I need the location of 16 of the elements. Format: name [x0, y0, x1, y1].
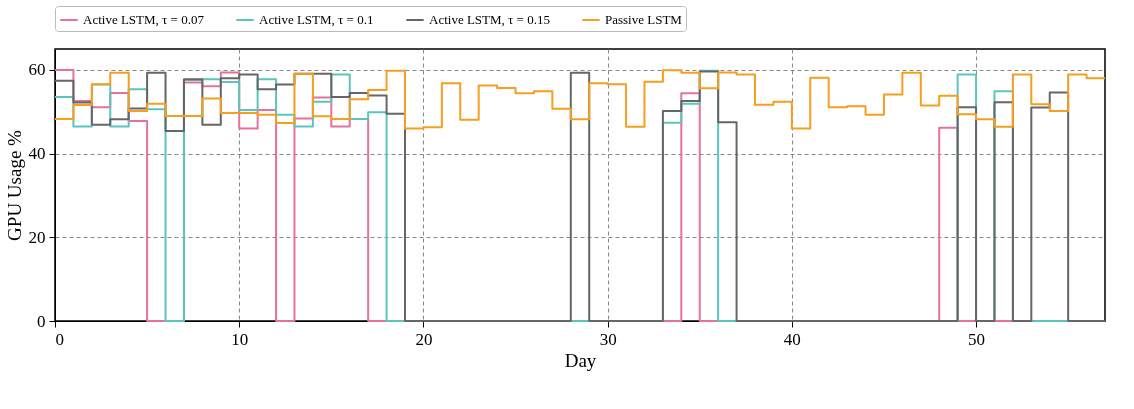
- y-tick-label: 0: [37, 311, 46, 331]
- y-tick-label: 40: [28, 144, 46, 164]
- x-axis-title: Day: [564, 349, 597, 371]
- x-tick-label: 50: [968, 329, 986, 349]
- x-tick-label: 30: [599, 329, 617, 349]
- x-tick-label: 0: [55, 329, 64, 349]
- x-tick-label: 10: [231, 329, 249, 349]
- legend-label: Active LSTM, τ = 0.1: [259, 12, 374, 27]
- y-axis-title: GPU Usage %: [3, 129, 25, 241]
- y-tick-label: 20: [28, 227, 46, 247]
- legend-label: Active LSTM, τ = 0.15: [429, 12, 550, 27]
- legend-label: Passive LSTM: [605, 12, 683, 27]
- x-tick-label: 40: [783, 329, 801, 349]
- x-tick-label: 20: [415, 329, 433, 349]
- y-tick-label: 60: [28, 60, 46, 80]
- legend-label: Active LSTM, τ = 0.07: [83, 12, 205, 27]
